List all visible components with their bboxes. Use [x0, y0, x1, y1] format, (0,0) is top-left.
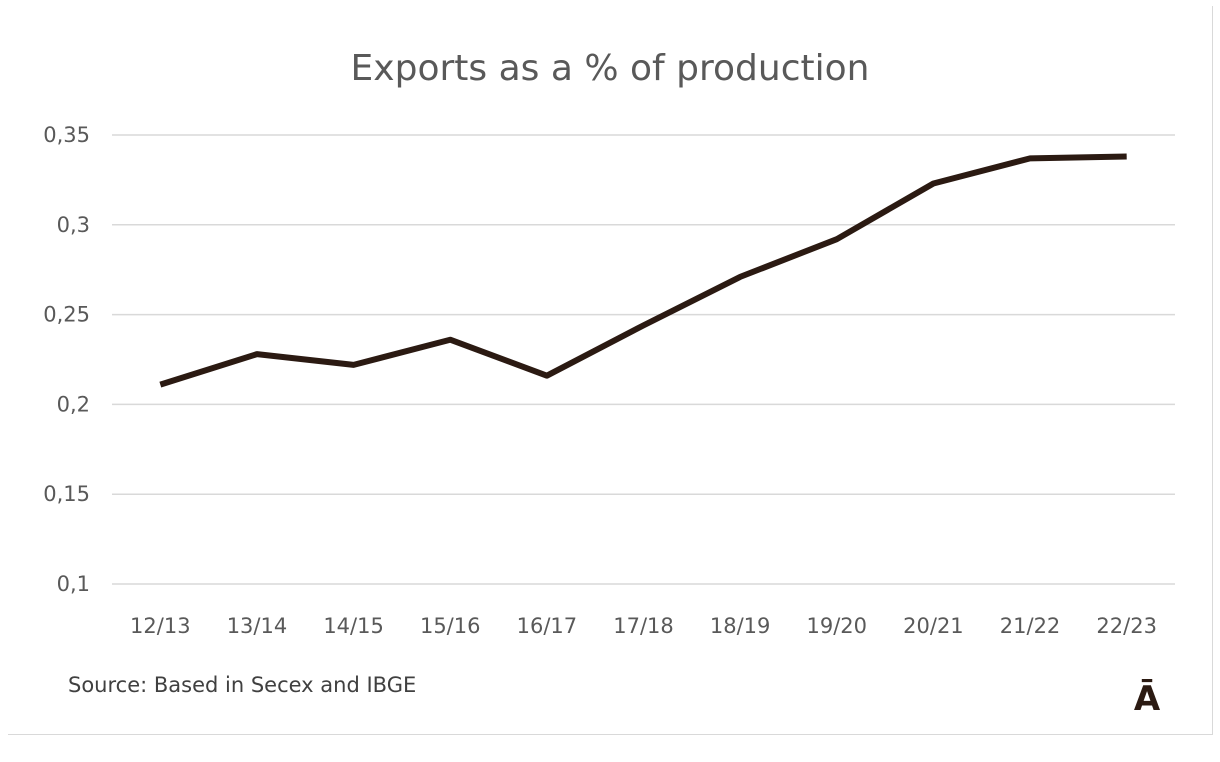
x-tick-label: 22/23 [1096, 614, 1157, 638]
x-tick-label: 18/19 [710, 614, 771, 638]
chart-frame [8, 6, 1213, 735]
y-tick-label: 0,2 [57, 392, 90, 416]
x-tick-label: 21/22 [1000, 614, 1061, 638]
source-note: Source: Based in Secex and IBGE [68, 673, 416, 697]
x-tick-label: 15/16 [420, 614, 481, 638]
x-tick-label: 17/18 [613, 614, 674, 638]
series-line [159, 153, 1127, 388]
x-tick-label: 14/15 [323, 614, 384, 638]
x-tick-label: 12/13 [130, 614, 191, 638]
y-tick-label: 0,25 [43, 303, 90, 327]
chart-title: Exports as a % of production [351, 48, 870, 89]
y-tick-label: 0,35 [43, 123, 90, 147]
y-tick-label: 0,15 [43, 482, 90, 506]
x-tick-label: 16/17 [517, 614, 578, 638]
brand-logo: Ā [1134, 679, 1161, 719]
y-tick-label: 0,1 [57, 572, 90, 596]
x-tick-label: 20/21 [903, 614, 964, 638]
x-tick-label: 19/20 [807, 614, 868, 638]
x-tick-label: 13/14 [227, 614, 288, 638]
y-tick-label: 0,3 [57, 213, 90, 237]
